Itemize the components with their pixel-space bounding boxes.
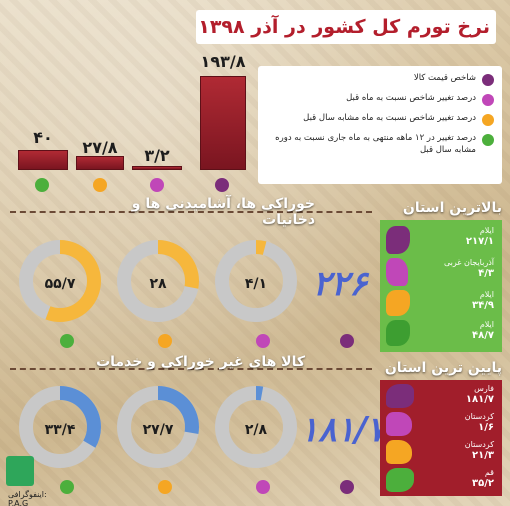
bar [76, 156, 124, 170]
donut-arc [117, 240, 199, 322]
bar [132, 166, 182, 170]
province-map-icon [386, 412, 412, 436]
legend-dot [482, 94, 494, 106]
bar-legend-dot [150, 178, 164, 192]
legend-dot [482, 134, 494, 146]
province-name: کردستان [464, 412, 494, 421]
donut-arc [19, 240, 101, 322]
donut-arc [19, 386, 101, 468]
food-section-title: خوراکی ها، آشامیدنی ها و دخانیات [131, 196, 315, 228]
donut-legend-dot [340, 334, 354, 348]
province-value: ۲۱/۳ [472, 450, 494, 461]
bar-legend-dot [93, 178, 107, 192]
province-name: ایلام [479, 320, 494, 329]
nonfood-index-value: ۱۸۱/۷ [300, 410, 386, 450]
donut-label: ۴/۱ [244, 276, 268, 292]
logo-icon [6, 456, 34, 486]
province-map-icon [386, 290, 410, 316]
donut-arc [215, 386, 297, 468]
publisher-logo: اینفوگرافی: P.A.G [6, 456, 66, 506]
page-title: نرخ تورم کل کشور در آذر ۱۳۹۸ [196, 10, 496, 44]
province-value: ۱۸۱/۷ [465, 394, 494, 405]
province-value: ۴۸/۷ [472, 330, 494, 341]
legend-item: درصد تغییر در ۱۲ ماهه منتهی به ماه جاری … [266, 132, 494, 156]
donut-legend-dot [340, 480, 354, 494]
donut-legend-dot [158, 480, 172, 494]
donut-chart [19, 386, 101, 468]
donut-legend-dot [60, 334, 74, 348]
province-map-icon [386, 384, 414, 408]
donut-chart [19, 240, 101, 322]
province-map-icon [386, 468, 414, 492]
lowest-title: پایین ترین استان [384, 360, 502, 376]
province-name: ایلام [479, 290, 494, 299]
legend-panel: شاخص قیمت کالا درصد تغییر شاخص نسبت به م… [258, 66, 502, 184]
bar-value-label: ۳/۲ [144, 146, 170, 165]
province-value: ۳۴/۹ [472, 300, 494, 311]
bar-value-label: ۱۹۳/۸ [200, 52, 246, 71]
province-name: آذربایجان غربی [443, 258, 494, 267]
legend-dot [482, 74, 494, 86]
province-name: کردستان [464, 440, 494, 449]
bar-legend-dot [215, 178, 229, 192]
legend-item: درصد تغییر شاخص نسبت به ماه مشابه سال قب… [266, 112, 494, 126]
bar-value-label: ۴۰ [33, 128, 53, 147]
donut-arc [215, 240, 297, 322]
province-name: ایلام [479, 226, 494, 235]
donut-legend-dot [60, 480, 74, 494]
province-name: فارس [474, 384, 494, 393]
province-map-icon [386, 226, 410, 254]
food-index-value: ۲۲۶ [312, 264, 368, 304]
legend-item: شاخص قیمت کالا [266, 72, 494, 86]
highest-title: بالاترین استان [402, 200, 502, 216]
donut-chart [117, 386, 199, 468]
bar-value-label: ۲۷/۸ [82, 138, 118, 157]
donut-arc [117, 386, 199, 468]
province-map-icon [386, 440, 412, 464]
province-value: ۳۵/۲ [472, 478, 494, 489]
province-value: ۲۱۷/۱ [465, 236, 494, 247]
province-map-icon [386, 320, 410, 346]
nonfood-section-title: کالا های غیر خوراکی و خدمات [96, 354, 305, 370]
donut-chart [215, 386, 297, 468]
legend-dot [482, 114, 494, 126]
legend-item: درصد تغییر شاخص نسبت به ماه قبل [266, 92, 494, 106]
donut-chart [117, 240, 199, 322]
legend-text: درصد تغییر شاخص نسبت به ماه مشابه سال قب… [303, 113, 476, 123]
food-donuts [19, 240, 297, 322]
province-map-icon [386, 258, 408, 286]
highest-panel: ایلام ۲۱۷/۱ آذربایجان غربی ۴/۳ ایلام ۳۴/… [380, 220, 502, 352]
province-value: ۴/۳ [478, 268, 494, 279]
donut-legend-dot [158, 334, 172, 348]
donut-label: ۳۳/۴ [44, 422, 76, 438]
donut-label: ۲۷/۷ [142, 422, 174, 438]
bar-legend-dot [35, 178, 49, 192]
province-name: قم [484, 468, 494, 477]
legend-text: شاخص قیمت کالا [413, 73, 476, 83]
legend-text: درصد تغییر در ۱۲ ماهه منتهی به ماه جاری … [275, 133, 476, 155]
donut-legend-dot [256, 334, 270, 348]
legend-text: درصد تغییر شاخص نسبت به ماه قبل [346, 93, 476, 103]
bar [18, 150, 68, 170]
nonfood-donuts [19, 386, 297, 468]
section-divider [10, 368, 372, 370]
donut-label: ۲/۸ [244, 422, 268, 438]
donut-legend-dot [256, 480, 270, 494]
logo-caption: اینفوگرافی: P.A.G [8, 490, 47, 506]
donut-label: ۲۸ [149, 276, 167, 292]
province-value: ۱/۶ [478, 422, 494, 433]
bar [200, 76, 246, 170]
donut-chart [215, 240, 297, 322]
donut-label: ۵۵/۷ [44, 276, 76, 292]
section-divider [10, 211, 372, 213]
lowest-panel: فارس ۱۸۱/۷ کردستان ۱/۶ کردستان ۲۱/۳ قم ۳… [380, 380, 502, 496]
